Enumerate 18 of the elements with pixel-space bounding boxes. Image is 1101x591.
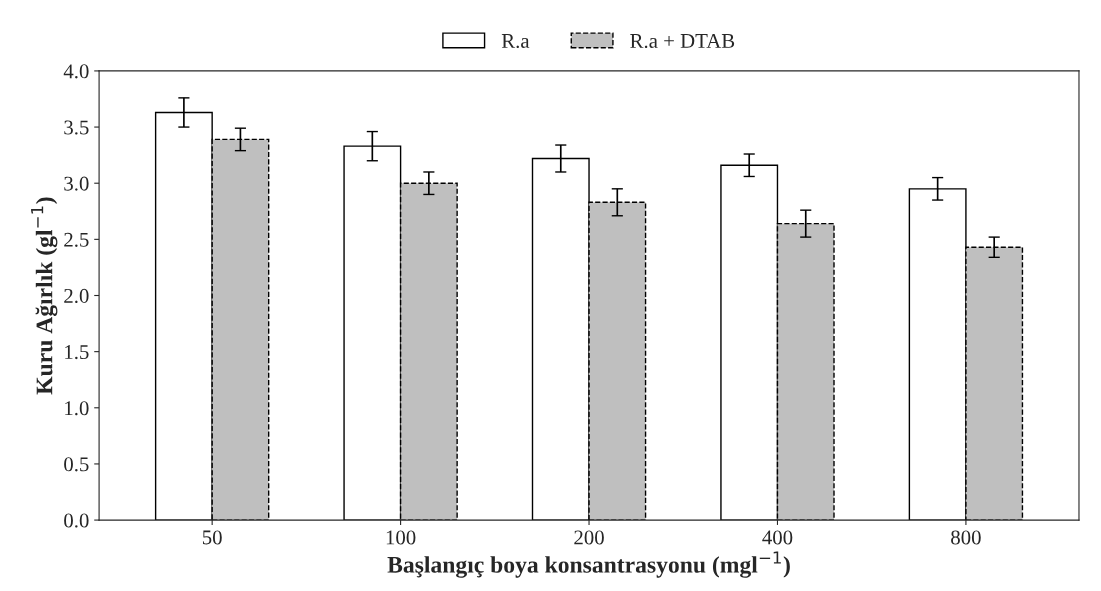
x-tick-label: 50: [202, 530, 222, 545]
y-tick-label: 2.5: [64, 232, 89, 247]
y-tick-label: 3.0: [64, 176, 89, 191]
y-tick-label: 3.5: [64, 120, 89, 135]
legend-label: R.a + DTAB: [630, 33, 735, 49]
y-tick-label: 0.5: [64, 457, 89, 472]
x-tick-label: 800: [951, 530, 981, 545]
x-tick-label: 100: [386, 530, 416, 545]
x-tick-label: 200: [574, 530, 604, 545]
y-tick-label: 2.0: [64, 288, 89, 304]
y-tick-label: 1.0: [65, 401, 89, 416]
y-tick-label: 4.0: [63, 64, 89, 79]
y-tick-label: 1.5: [65, 345, 89, 360]
x-axis-title: Başlangıç boya konsantrasyonu (mgl$^{−1}$): [387, 551, 790, 578]
x-tick-label: 400: [762, 530, 793, 545]
y-axis-title: Kuru Ağırlık (gl$^{−1}$): [31, 197, 58, 395]
legend-label: R.a: [501, 34, 530, 49]
y-tick-label: 0.0: [64, 513, 89, 528]
